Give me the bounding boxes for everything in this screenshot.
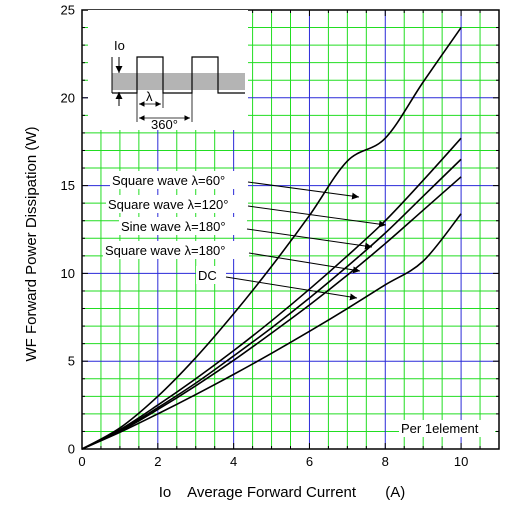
annotation-sine-wave-180: Sine wave λ=180°	[121, 219, 226, 234]
tick-marks	[81, 9, 500, 450]
annotation-square-wave-120: Square wave λ=120°	[108, 197, 228, 212]
per-element-note: Per 1element	[401, 421, 479, 436]
annotation-bg-sq120	[106, 195, 248, 213]
per-element-bg	[399, 420, 495, 437]
inset-lambda-label: λ	[146, 89, 153, 104]
inset-background	[88, 10, 248, 130]
arrow-square-wave-180	[248, 252, 361, 274]
y-tick-label: 20	[61, 90, 75, 105]
inset-io-label: Io	[114, 38, 125, 53]
y-tick-label: 10	[61, 266, 75, 281]
x-tick-label: 2	[154, 454, 161, 469]
series-line	[81, 158, 462, 450]
curve-annotations: Square wave λ=60° Square wave λ=120° Sin…	[103, 171, 495, 437]
arrow-square-wave-120	[247, 205, 387, 228]
y-tick-label: 25	[61, 3, 75, 18]
x-axis-label: Io Average Forward Current (A)	[159, 484, 405, 501]
x-tick-label: 4	[230, 454, 237, 469]
annotation-square-wave-180: Square wave λ=180°	[105, 243, 225, 258]
series-line	[81, 176, 462, 450]
y-tick-label: 15	[61, 178, 75, 193]
annotation-square-wave-60: Square wave λ=60°	[112, 173, 225, 188]
annotation-bg-sq180	[103, 241, 249, 259]
annotation-bg-dc	[196, 266, 226, 284]
series-line	[81, 27, 462, 450]
inset-average-band	[112, 73, 245, 90]
series-line	[81, 137, 462, 450]
y-axis-label: WF Forward Power Dissipation (W)	[23, 126, 40, 361]
y-tick-label: 5	[68, 354, 75, 369]
y-tick-label: 0	[68, 442, 75, 457]
waveform-inset: Io λ 360°	[88, 10, 248, 132]
arrow-sine-wave-180	[246, 228, 373, 250]
annotation-bg-sq60	[110, 171, 248, 189]
x-tick-label: 10	[454, 454, 468, 469]
x-tick-label: 6	[306, 454, 313, 469]
arrow-square-wave-60	[247, 181, 360, 200]
y-tick-labels: 0 5 10 15 20 25	[61, 3, 75, 457]
x-tick-label: 0	[78, 454, 85, 469]
annotation-dc: DC	[198, 268, 217, 283]
inset-square-wave	[112, 56, 245, 94]
annotation-bg-sine180	[119, 217, 247, 235]
x-tick-label: 8	[382, 454, 389, 469]
arrow-dc	[225, 276, 358, 301]
curves	[81, 27, 462, 450]
series-line	[81, 213, 462, 450]
x-tick-labels: 0 2 4 6 8 10	[78, 454, 468, 469]
inset-360-label: 360°	[151, 117, 178, 132]
